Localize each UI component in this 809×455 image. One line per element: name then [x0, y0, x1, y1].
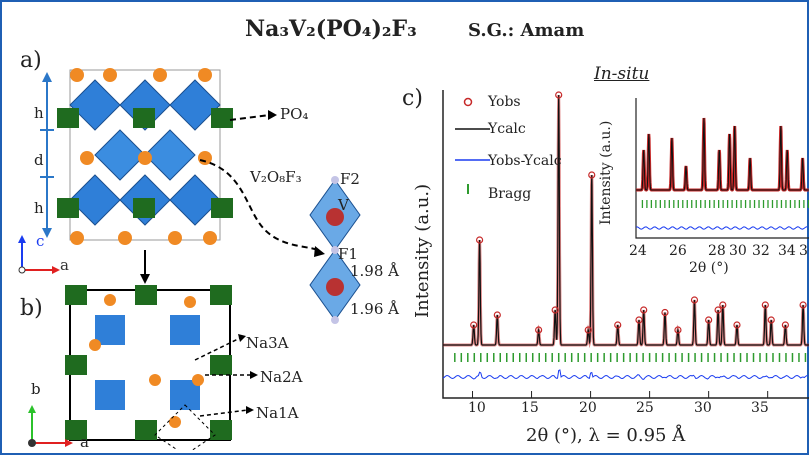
xtick-25: 25: [636, 400, 654, 416]
layer-label-d: d: [34, 151, 44, 169]
insitu-title: In-situ: [594, 64, 650, 84]
panel-b-structure: [65, 285, 232, 450]
legend-obs: Yobs: [488, 94, 521, 110]
yobs-point: [661, 308, 669, 317]
inset-xtick-28: 28: [708, 243, 726, 259]
xtick-20: 20: [579, 400, 597, 416]
yobs-point: [588, 171, 596, 179]
yobs-point: [555, 91, 563, 99]
legend-calc: Ycalc: [488, 121, 526, 137]
yobs-point: [535, 326, 543, 334]
space-group: S.G.: Amam: [468, 20, 585, 41]
panel-b-axes: [28, 405, 73, 447]
compound-formula: Na₃V₂(PO₄)₂F₃: [245, 16, 417, 42]
axis-a-label-b: a: [80, 433, 89, 451]
na3-label: Na3A: [246, 334, 289, 352]
legend-symbols: [455, 97, 490, 194]
main-axes: [442, 90, 809, 399]
v-label: V: [338, 196, 349, 214]
panel-c-label: c): [402, 86, 423, 111]
yobs-point: [781, 321, 789, 329]
inset-xlabel: 2θ (°): [689, 260, 729, 276]
yobs-point: [719, 301, 727, 309]
xtick-10: 10: [468, 400, 486, 416]
diffraction-plot: [442, 90, 809, 399]
inset-series-ycalc: [636, 117, 809, 191]
inset-plot: [635, 98, 809, 239]
panel-a-label: a): [20, 48, 42, 73]
inset-xtick-34: 34: [778, 243, 796, 259]
inset-ylabel: Intensity (a.u.): [598, 120, 614, 225]
yobs-point: [690, 296, 699, 304]
series-ycalc: [443, 94, 809, 346]
panel-b-label: b): [20, 296, 43, 321]
axis-a-label: a: [60, 256, 69, 274]
xtick-30: 30: [694, 400, 712, 416]
axis-b-label: b: [31, 380, 41, 398]
inset-series-yobs-ycalc: [635, 226, 808, 230]
yobs-point: [635, 316, 643, 324]
na1-label: Na1A: [256, 404, 299, 422]
yobs-point: [705, 316, 713, 324]
legend-diff: Yobs-Ycalc: [488, 153, 562, 169]
xtick-15: 15: [521, 400, 539, 416]
yobs-point: [584, 326, 592, 334]
yobs-point: [767, 316, 775, 324]
xtick-35: 35: [751, 400, 769, 416]
yobs-point: [470, 321, 478, 329]
layer-label-h1: h: [34, 104, 44, 122]
series-yobs-ycalc: [442, 369, 808, 380]
v2o8f3-dimer: [309, 176, 361, 324]
yobs-point: [614, 321, 622, 329]
layer-label-h2: h: [34, 199, 44, 217]
yobs-point: [799, 301, 807, 309]
v2o8f3-label: V₂O₈F₃: [250, 168, 302, 186]
yobs-point: [640, 306, 648, 314]
inset-xtick-30: 30: [729, 243, 747, 259]
po4-label: PO₄: [280, 105, 309, 123]
bond-length-2: 1.96 Å: [350, 300, 399, 318]
panel-b-arrows: [194, 334, 258, 417]
yobs-point: [551, 306, 559, 314]
inset-xtick-36: 36: [799, 243, 809, 259]
yobs-point: [674, 326, 682, 334]
inset-axes: [635, 98, 809, 239]
axis-c-label: c: [36, 232, 45, 250]
f2-label: F2: [340, 170, 360, 188]
inset-xtick-24: 24: [629, 243, 647, 259]
yobs-point: [733, 321, 741, 329]
yobs-point: [493, 311, 501, 319]
legend-bragg: Bragg: [488, 186, 532, 202]
inset-xtick-32: 32: [752, 243, 770, 259]
na2-label: Na2A: [260, 368, 303, 386]
yobs-point: [761, 301, 769, 309]
main-ylabel: Intensity (a.u.): [412, 183, 433, 318]
unit-cell-layers: [57, 68, 233, 245]
main-xlabel: 2θ (°), λ = 0.95 Å: [526, 425, 686, 446]
inset-series-yobs: [636, 117, 809, 192]
bond-length-1: 1.98 Å: [350, 262, 399, 280]
f1-label: F1: [338, 245, 358, 263]
panel-a-structure: [18, 68, 325, 284]
yobs-point: [475, 236, 484, 244]
yobs-point: [714, 306, 722, 314]
inset-xtick-26: 26: [669, 243, 687, 259]
